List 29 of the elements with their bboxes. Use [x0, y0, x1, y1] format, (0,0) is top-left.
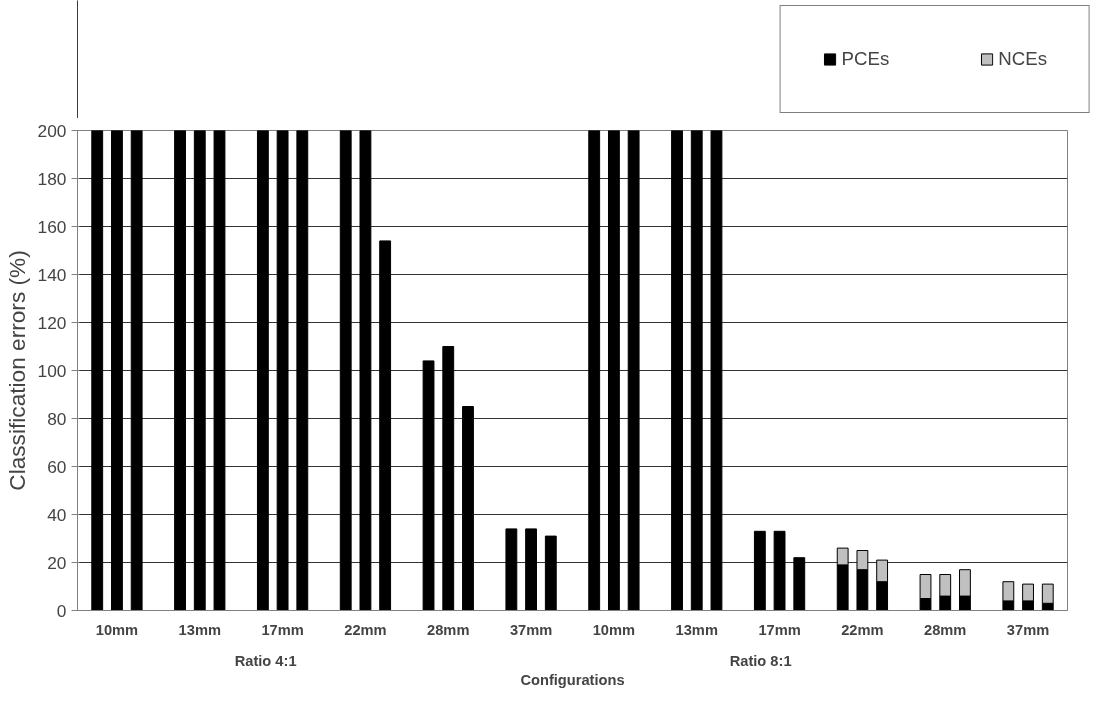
x-tick-label: 37mm: [1006, 621, 1050, 638]
y-tick-label: 180: [37, 168, 67, 189]
y-tick-label: 80: [47, 408, 67, 429]
text: Ratio 8:1: [729, 652, 792, 669]
y-tick-label: 40: [47, 504, 67, 525]
text: Ratio 4:1: [234, 652, 297, 669]
x-tick-label: 10mm: [592, 621, 636, 638]
y-tick-label: 20: [47, 552, 67, 573]
y-tick-label: 120: [37, 312, 67, 333]
y-tick-label: 200: [37, 120, 67, 141]
x-axis-title: Configurations: [520, 671, 625, 688]
x-tick-label: 37mm: [509, 621, 553, 638]
x-tick-label: 22mm: [344, 621, 387, 638]
legend-label: NCEs: [998, 48, 1047, 70]
x-tick-label: 13mm: [675, 621, 718, 638]
x-tick-label: 22mm: [841, 621, 884, 638]
y-tick-label: 160: [37, 216, 67, 237]
y-tick-label: 60: [47, 456, 67, 477]
y-tick-label: 140: [37, 264, 67, 285]
x-tick-label: 28mm: [427, 621, 470, 638]
x-tick-label: 13mm: [178, 621, 221, 638]
legend-label: PCEs: [841, 48, 890, 70]
x-tick-label: 17mm: [261, 621, 304, 638]
x-tick-label: 28mm: [924, 621, 967, 638]
y-axis-title: Classification errors (%): [3, 250, 30, 491]
x-tick-label: 17mm: [758, 621, 801, 638]
x-tick-label: 10mm: [95, 621, 139, 638]
y-tick-label: 0: [56, 600, 67, 621]
y-tick-label: 100: [37, 360, 67, 381]
